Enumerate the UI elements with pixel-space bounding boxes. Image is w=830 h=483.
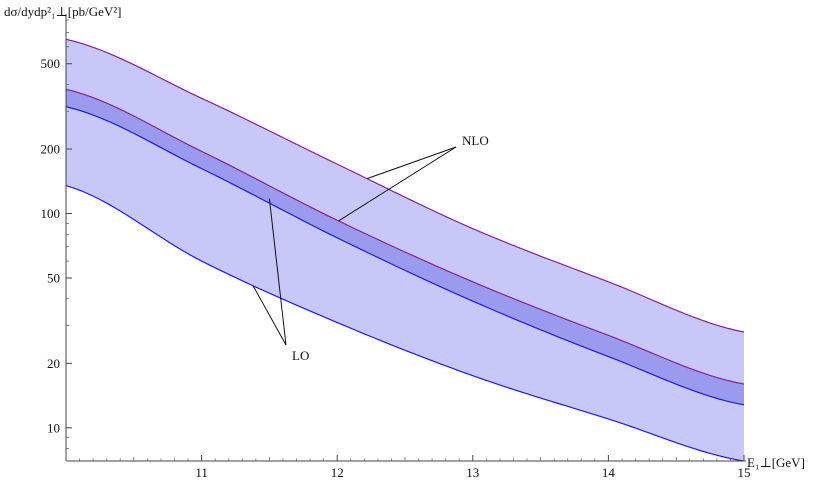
axes-layer — [65, 14, 746, 462]
y-tick-label: 100 — [41, 206, 61, 221]
y-tick-label: 500 — [41, 56, 61, 71]
nlo-annotation: NLO — [462, 133, 489, 148]
lo-annotation: LO — [292, 348, 309, 363]
y-tick-label: 200 — [41, 142, 61, 157]
y-axis-label: dσ/dydp²₁⊥[pb/GeV²] — [4, 4, 122, 19]
lo-leader-lower — [252, 285, 287, 346]
nlo-upper-curve — [65, 38, 745, 333]
nlo-lower-curve — [65, 88, 745, 385]
x-tick-label: 15 — [738, 465, 751, 480]
ticks-layer: 11 12 13 14 15 10 20 50 100 200 500 — [41, 19, 751, 480]
lo-upper-curve — [65, 106, 745, 406]
bands-layer — [66, 39, 744, 462]
overlap-band — [66, 89, 744, 405]
x-tick-label: 14 — [602, 465, 616, 480]
curves-layer — [65, 38, 745, 462]
annotations-layer: NLO LO — [252, 133, 489, 363]
x-tick-label: 13 — [466, 465, 479, 480]
lo-lower-curve — [65, 185, 745, 462]
y-tick-label: 10 — [47, 420, 60, 435]
nlo-leader-upper — [366, 146, 457, 180]
x-tick-label: 12 — [331, 465, 344, 480]
nlo-leader-lower — [338, 146, 457, 222]
lo-leader-upper — [268, 198, 287, 346]
nlo-band — [66, 39, 744, 385]
y-tick-label: 50 — [47, 271, 60, 286]
lo-band — [66, 106, 744, 462]
x-axis-label: E₁⊥[GeV] — [747, 455, 805, 470]
x-tick-label: 11 — [195, 465, 208, 480]
y-tick-label: 20 — [47, 356, 60, 371]
